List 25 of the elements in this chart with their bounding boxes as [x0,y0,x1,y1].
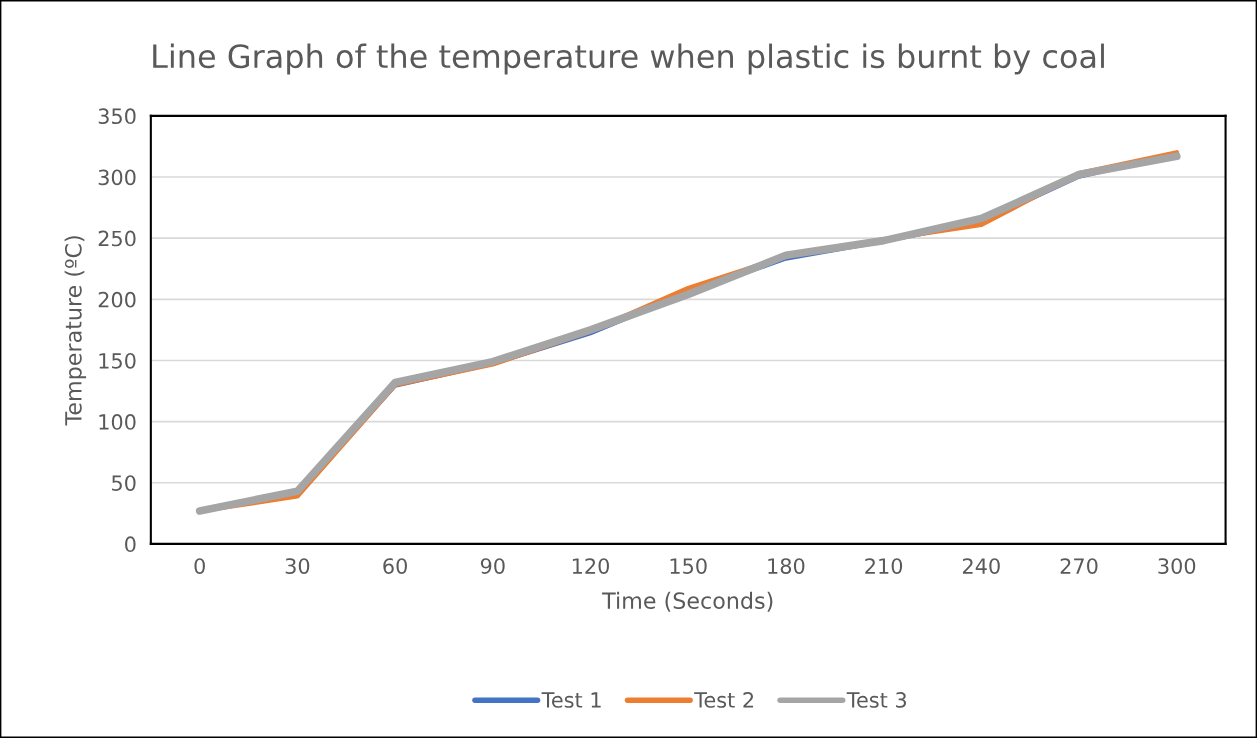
y-tick-label: 350 [98,108,136,125]
y-tick-label: 300 [98,169,136,186]
y-tick-label: 250 [98,230,136,247]
x-tick-label: 210 [865,558,903,574]
y-tick-label: 0 [125,536,136,553]
x-tick-label: 0 [194,558,205,574]
x-tick-label: 30 [285,558,310,574]
legend-label: Test 3 [846,692,907,708]
x-tick-label: 90 [480,558,505,574]
x-axis-title: Time (Seconds) [602,591,773,612]
y-tick-label: 150 [99,352,136,369]
y-tick-label: 50 [112,475,136,491]
x-tick-label: 300 [1158,558,1196,574]
x-tick-label: 270 [1060,558,1098,574]
y-axis-title: Temperature (ºC) [64,236,87,426]
legend-label: Test 2 [694,692,754,708]
y-tick-label: 100 [99,414,136,430]
x-tick-label: 150 [670,558,707,574]
legend-label: Test 1 [541,692,601,708]
x-tick-label: 60 [383,558,407,574]
x-tick-label: 120 [572,558,609,574]
chart-title: Line Graph of the temperature when plastic is burnt by coal [153,43,1104,75]
y-tick-label: 200 [98,291,136,308]
x-tick-label: 240 [962,558,1000,574]
x-tick-label: 180 [768,558,805,574]
